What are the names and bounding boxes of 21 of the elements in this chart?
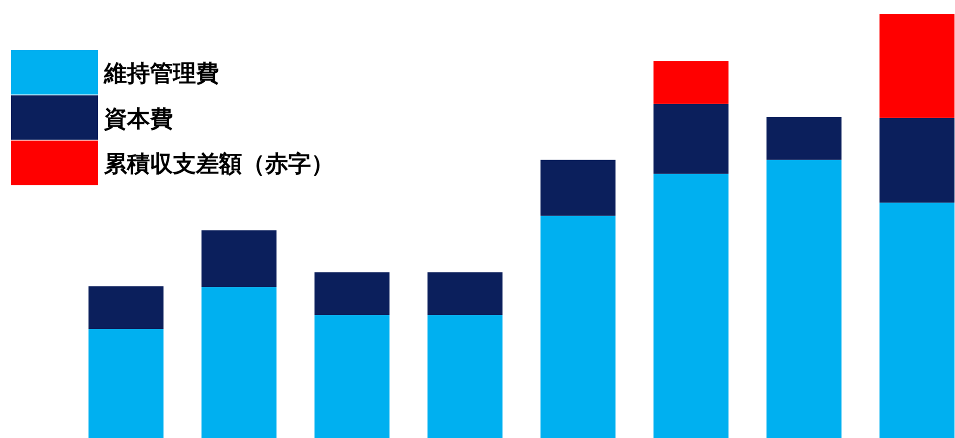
- bar: [314, 272, 390, 316]
- bar: [428, 272, 502, 316]
- bar: [766, 160, 842, 438]
- bar: [540, 160, 616, 216]
- bar: [880, 202, 954, 438]
- bar: [428, 315, 502, 438]
- bar: [540, 216, 616, 438]
- legend-label: 累積収支差額（赤字）: [103, 150, 334, 178]
- bar: [654, 61, 728, 104]
- bar: [202, 287, 276, 438]
- bar: [880, 14, 954, 118]
- bar: [654, 104, 728, 174]
- legend-label: 維持管理費: [103, 61, 219, 87]
- bar: [880, 118, 954, 203]
- bar: [88, 286, 164, 330]
- bar: [766, 117, 842, 160]
- bar: [654, 174, 728, 438]
- bar: [314, 315, 390, 438]
- bar: [88, 329, 164, 438]
- bar: [202, 230, 276, 288]
- legend-label: 資本費: [103, 106, 173, 132]
